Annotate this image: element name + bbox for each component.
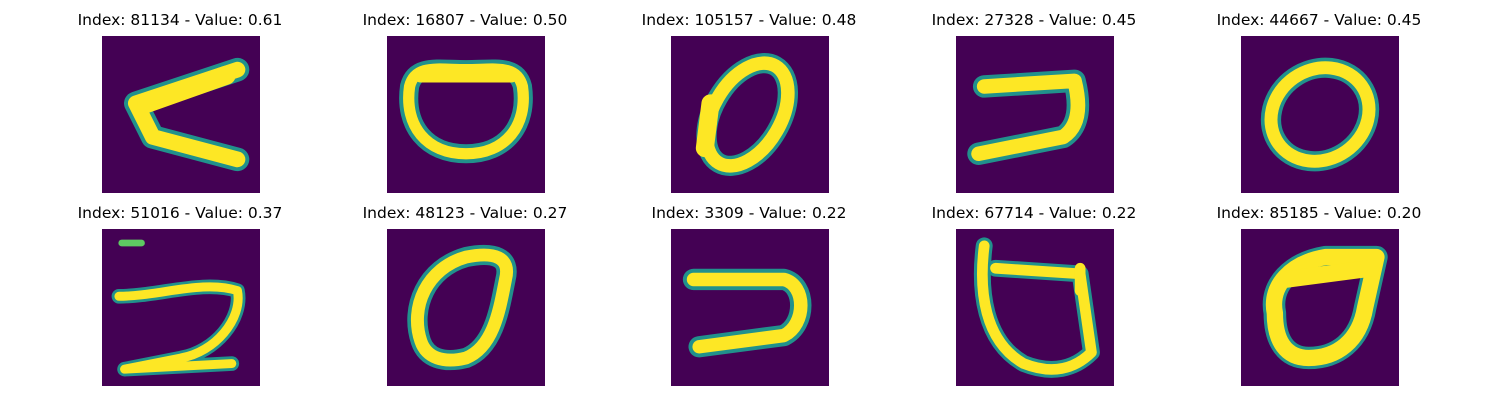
- panel-title: Index: 16807 - Value: 0.50: [362, 11, 568, 29]
- panel-title: Index: 3309 - Value: 0.22: [651, 204, 847, 222]
- o-shape-icon: [1241, 36, 1399, 193]
- panel-title: Index: 48123 - Value: 0.27: [362, 204, 568, 222]
- image-panel-6: Index: 51016 - Value: 0.37: [40, 203, 320, 387]
- image-panel-2: Index: 16807 - Value: 0.50: [325, 10, 605, 194]
- c-shape-icon: [102, 36, 260, 193]
- image-panel-3: Index: 105157 - Value: 0.48: [609, 10, 889, 194]
- panel-title: Index: 81134 - Value: 0.61: [77, 11, 283, 29]
- image-panel-9: Index: 67714 - Value: 0.22: [894, 203, 1174, 387]
- image-panel-1: Index: 81134 - Value: 0.61: [40, 10, 320, 194]
- d-like-shape-icon: [956, 229, 1114, 386]
- image-panel-4: Index: 27328 - Value: 0.45: [894, 10, 1174, 194]
- two-like-shape-icon: [102, 229, 260, 386]
- reversed-c-shape-icon: [671, 229, 829, 386]
- image-panel-8: Index: 3309 - Value: 0.22: [609, 203, 889, 387]
- panel-title: Index: 85185 - Value: 0.20: [1216, 204, 1422, 222]
- image-panel-10: Index: 85185 - Value: 0.20: [1179, 203, 1459, 387]
- o-shape-icon: [387, 36, 545, 193]
- panel-title: Index: 44667 - Value: 0.45: [1216, 11, 1422, 29]
- reversed-c-shape-icon: [956, 36, 1114, 193]
- image-panel-7: Index: 48123 - Value: 0.27: [325, 203, 605, 387]
- panel-title: Index: 105157 - Value: 0.48: [641, 11, 857, 29]
- panel-title: Index: 67714 - Value: 0.22: [931, 204, 1137, 222]
- o-shape-icon: [1241, 229, 1399, 386]
- panel-title: Index: 51016 - Value: 0.37: [77, 204, 283, 222]
- tilted-o-shape-icon: [671, 36, 829, 193]
- o-shape-icon: [387, 229, 545, 386]
- panel-title: Index: 27328 - Value: 0.45: [931, 11, 1137, 29]
- image-panel-5: Index: 44667 - Value: 0.45: [1179, 10, 1459, 194]
